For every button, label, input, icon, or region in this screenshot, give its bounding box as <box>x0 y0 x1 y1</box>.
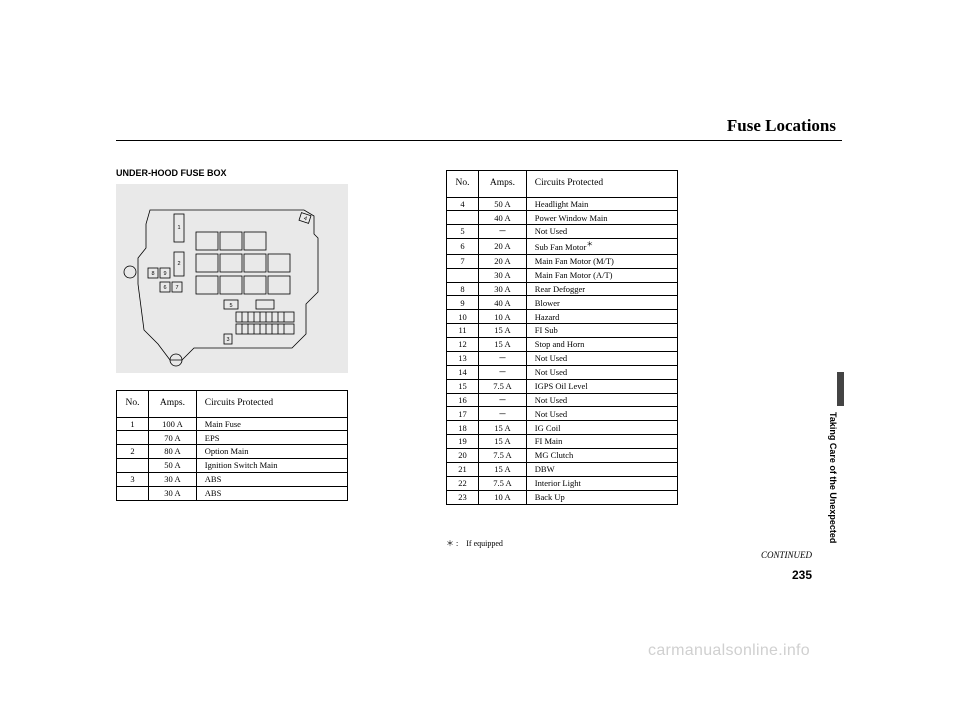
table-row: 940 ABlower <box>447 296 678 310</box>
table-row: 157.5 AIGPS Oil Level <box>447 379 678 393</box>
table-row: 227.5 AInterior Light <box>447 476 678 490</box>
table-row: 450 AHeadlight Main <box>447 197 678 211</box>
footnote: ＊ : If equipped <box>446 538 503 549</box>
diagram-label-5: 5 <box>229 303 232 309</box>
table-row: 207.5 AMG Clutch <box>447 449 678 463</box>
table-header: No. <box>447 171 479 198</box>
fusebox-diagram: 1 2 3 4 5 6 7 8 9 <box>116 184 348 373</box>
table-row: 1915 AFI Main <box>447 435 678 449</box>
table-row: 40 APower Window Main <box>447 211 678 225</box>
table-row: 620 ASub Fan Motor＊ <box>447 239 678 255</box>
table-header: Amps. <box>479 171 527 198</box>
table-row: 2115 ADBW <box>447 462 678 476</box>
table-row: 280 AOption Main <box>117 445 348 459</box>
diagram-label-4: 4 <box>303 216 308 223</box>
diagram-label-2: 2 <box>177 261 180 267</box>
table-header: Circuits Protected <box>526 171 677 198</box>
section-heading: UNDER-HOOD FUSE BOX <box>116 168 227 178</box>
diagram-label-9: 9 <box>163 271 166 277</box>
table-row: 1100 AMain Fuse <box>117 417 348 431</box>
diagram-label-8: 8 <box>151 271 154 277</box>
horizontal-rule <box>116 140 842 141</box>
continued-label: CONTINUED <box>761 550 812 560</box>
table-row: 2310 ABack Up <box>447 490 678 504</box>
footnote-text: If equipped <box>466 539 503 548</box>
table-row: 720 AMain Fan Motor (M/T) <box>447 254 678 268</box>
diagram-label-7: 7 <box>175 285 178 291</box>
table-row: 1115 AFI Sub <box>447 324 678 338</box>
table-row: 70 AEPS <box>117 431 348 445</box>
table-row: 330 AABS <box>117 473 348 487</box>
table-row: 17－Not Used <box>447 407 678 421</box>
table-row: 14－Not Used <box>447 365 678 379</box>
diagram-label-6: 6 <box>163 285 166 291</box>
fuse-table-1: No.Amps.Circuits Protected1100 AMain Fus… <box>116 390 348 501</box>
diagram-label-3: 3 <box>226 337 229 343</box>
sidebar-tab <box>837 372 844 406</box>
table-row: 50 AIgnition Switch Main <box>117 459 348 473</box>
page-number: 235 <box>792 568 812 582</box>
table-row: 5－Not Used <box>447 225 678 239</box>
sidebar-section-label: Taking Care of the Unexpected <box>828 412 838 543</box>
table-row: 1815 AIG Coil <box>447 421 678 435</box>
table-row: 30 AABS <box>117 486 348 500</box>
page-title: Fuse Locations <box>727 116 836 136</box>
table-row: 830 ARear Defogger <box>447 282 678 296</box>
watermark: carmanualsonline.info <box>648 642 810 660</box>
table-row: 1010 AHazard <box>447 310 678 324</box>
table-header: Circuits Protected <box>196 391 347 418</box>
table-row: 16－Not Used <box>447 393 678 407</box>
table-row: 13－Not Used <box>447 351 678 365</box>
diagram-label-1: 1 <box>177 225 180 231</box>
fuse-table-2: No.Amps.Circuits Protected450 AHeadlight… <box>446 170 678 505</box>
table-row: 30 AMain Fan Motor (A/T) <box>447 268 678 282</box>
table-header: No. <box>117 391 149 418</box>
table-row: 1215 AStop and Horn <box>447 338 678 352</box>
footnote-mark: ＊ : <box>446 539 458 548</box>
table-header: Amps. <box>149 391 197 418</box>
